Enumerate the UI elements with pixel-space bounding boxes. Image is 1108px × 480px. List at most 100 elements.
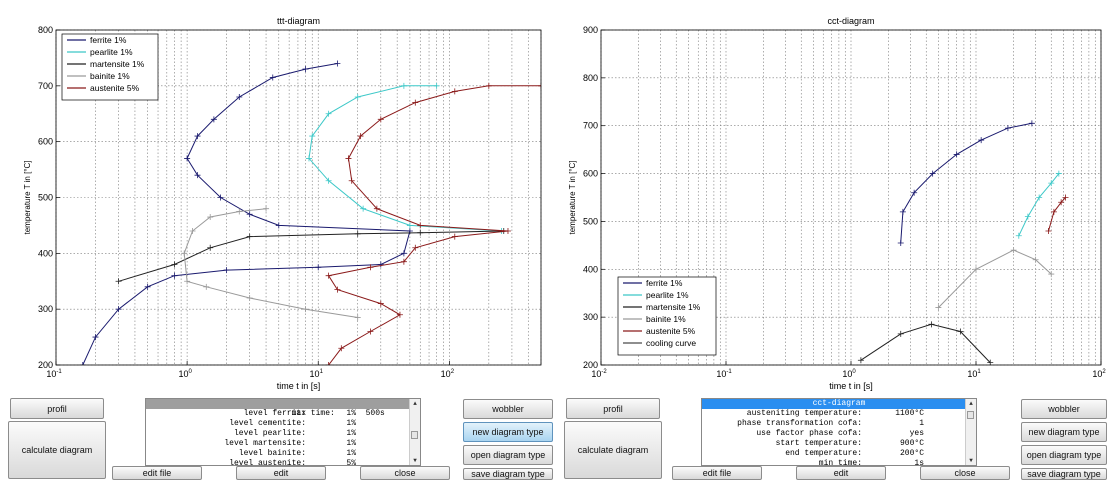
cct-panel: 200 300 400 500 600 700 800 900 10-2 10-1 100 101 10…: [556, 0, 1108, 480]
data-point: [928, 321, 935, 328]
data-point: [1050, 208, 1057, 215]
data-point: [929, 170, 936, 177]
list-item-value: 1%: [346, 419, 356, 428]
scroll-down-icon[interactable]: ▼: [969, 457, 973, 464]
parameter-listbox[interactable]: max time: 500s level ferrit: 1% level cemen…: [145, 398, 421, 466]
list-item[interactable]: level martensite: 1%: [146, 439, 420, 449]
listbox-header[interactable]: cct-diagram: [702, 399, 976, 409]
save-diagram-type-button[interactable]: save diagram type: [463, 468, 553, 480]
open-diagram-type-button[interactable]: open diagram type: [463, 445, 553, 465]
data-point: [309, 133, 316, 140]
list-item[interactable]: level bainite: 1%: [146, 449, 420, 459]
x-tick-label: 100: [178, 369, 192, 379]
y-axis-label: temperature T in [°C]: [568, 160, 577, 234]
legend-entry: pearlite 1%: [90, 47, 133, 57]
scroll-thumb[interactable]: [967, 411, 974, 419]
data-point: [338, 345, 345, 352]
open-diagram-type-button[interactable]: open diagram type: [1021, 445, 1107, 465]
list-item[interactable]: level ferrit: 1%: [146, 409, 420, 419]
listbox-header[interactable]: max time: 500s: [146, 399, 420, 418]
y-tick-label: 500: [38, 193, 53, 203]
save-diagram-type-button[interactable]: save diagram type: [1021, 468, 1107, 480]
scroll-thumb[interactable]: [411, 431, 418, 439]
list-item-label: level austenite:: [229, 459, 306, 466]
data-layer: [79, 60, 541, 365]
x-tick-label: 102: [441, 369, 455, 379]
data-point: [406, 222, 413, 229]
data-point: [354, 230, 361, 237]
legend-entry: austenite 5%: [646, 326, 696, 336]
wobbler-button[interactable]: wobbler: [1021, 399, 1107, 419]
data-point: [433, 82, 440, 89]
legend-entry: austenite 5%: [90, 83, 140, 93]
data-point: [400, 82, 407, 89]
x-tick-label: 102: [1092, 369, 1106, 379]
scroll-up-icon[interactable]: ▲: [969, 400, 973, 407]
list-item[interactable]: use factor phase cofa: yes: [702, 429, 976, 439]
legend-entry: martensite 1%: [646, 302, 701, 312]
list-item-value: 200°C: [899, 449, 924, 458]
list-item-label: level ferrit:: [243, 409, 306, 418]
list-item-value: 1%: [346, 429, 356, 438]
parameter-listbox[interactable]: cct-diagram austeniting temperature: 1100…: [701, 398, 977, 466]
data-point: [1048, 180, 1055, 187]
wobbler-button[interactable]: wobbler: [463, 399, 553, 419]
edit-button[interactable]: edit: [236, 466, 326, 480]
profil-button[interactable]: profil: [10, 398, 104, 419]
data-point: [1028, 120, 1035, 127]
calculate-diagram-button[interactable]: calculate diagram: [564, 421, 662, 479]
listbox-scrollbar[interactable]: ▲ ▼: [965, 399, 976, 465]
data-point: [417, 222, 424, 229]
list-item[interactable]: level austenite: 5%: [146, 459, 420, 466]
data-point: [171, 272, 178, 279]
data-point: [485, 82, 492, 89]
list-item[interactable]: level cementite: 1%: [146, 419, 420, 429]
data-point: [357, 133, 364, 140]
list-item[interactable]: level pearlite: 1%: [146, 429, 420, 439]
close-button[interactable]: close: [360, 466, 450, 480]
list-item[interactable]: start temperature: 900°C: [702, 439, 976, 449]
x-tick-base: 10: [1092, 369, 1102, 379]
series-line-1: [308, 85, 502, 232]
data-point: [1032, 256, 1039, 263]
list-item-label: level martensite:: [224, 439, 306, 448]
data-point: [181, 250, 188, 257]
legend-box: [617, 276, 717, 356]
data-point: [857, 357, 864, 364]
legend-entry: pearlite 1%: [646, 290, 689, 300]
list-item-label: level pearlite:: [233, 429, 306, 438]
y-tick-label: 800: [38, 25, 53, 35]
data-point: [223, 267, 230, 274]
edit-button[interactable]: edit: [796, 466, 886, 480]
list-item-value: yes: [909, 429, 924, 438]
profil-button[interactable]: profil: [566, 398, 660, 419]
edit-file-button[interactable]: edit file: [112, 466, 202, 480]
scroll-up-icon[interactable]: ▲: [413, 400, 417, 407]
legend-entry: martensite 1%: [90, 59, 145, 69]
data-point: [377, 261, 384, 268]
list-item-value: 5%: [346, 459, 356, 466]
list-item[interactable]: austeniting temperature: 1100°C: [702, 409, 976, 419]
data-point: [1004, 125, 1011, 132]
edit-file-button[interactable]: edit file: [672, 466, 762, 480]
list-item[interactable]: end temperature: 200°C: [702, 449, 976, 459]
new-diagram-type-button[interactable]: new diagram type: [463, 422, 553, 442]
data-point: [899, 208, 906, 215]
data-point: [504, 228, 511, 234]
data-point: [236, 208, 243, 215]
data-point: [412, 99, 419, 106]
data-point: [236, 94, 243, 100]
listbox-scrollbar[interactable]: ▲ ▼: [409, 399, 420, 465]
data-point: [978, 137, 985, 144]
list-item[interactable]: phase transformation cofa: 1: [702, 419, 976, 429]
data-point: [302, 66, 309, 73]
calculate-diagram-button[interactable]: calculate diagram: [8, 421, 106, 479]
scroll-down-icon[interactable]: ▼: [413, 457, 417, 464]
list-item[interactable]: min time: 1s: [702, 459, 976, 465]
list-item-value: 900°C: [899, 439, 924, 448]
data-point: [184, 278, 191, 285]
data-point: [377, 300, 384, 307]
close-button[interactable]: close: [920, 466, 1010, 480]
new-diagram-type-button[interactable]: new diagram type: [1021, 422, 1107, 442]
